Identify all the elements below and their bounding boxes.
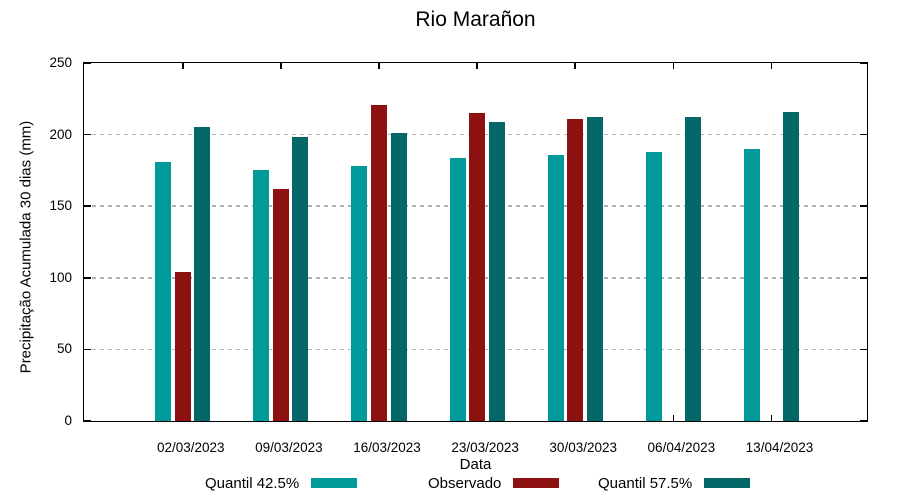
y-tick-mark bbox=[84, 62, 91, 64]
bar bbox=[272, 189, 289, 421]
bar bbox=[586, 117, 603, 421]
bar bbox=[253, 170, 270, 421]
bar bbox=[449, 157, 466, 421]
x-tick-label: 02/03/2023 bbox=[156, 440, 225, 455]
chart-title: Rio Marañon bbox=[415, 8, 536, 31]
x-tick-mark bbox=[672, 63, 675, 69]
bar bbox=[684, 117, 701, 421]
y-tick-mark bbox=[860, 348, 867, 351]
bar bbox=[351, 166, 368, 421]
legend-entry: Quantil 42.5% bbox=[205, 474, 358, 492]
legend-swatch bbox=[704, 478, 751, 488]
y-tick-mark bbox=[860, 133, 867, 136]
bar bbox=[488, 121, 505, 421]
y-tick-label: 0 bbox=[64, 413, 72, 428]
y-tick-label: 50 bbox=[56, 341, 72, 357]
bar bbox=[469, 113, 486, 421]
bar bbox=[292, 137, 309, 421]
x-tick-mark bbox=[182, 63, 184, 69]
bar bbox=[743, 148, 760, 421]
y-tick-mark bbox=[860, 420, 867, 422]
y-tick-mark bbox=[84, 348, 91, 351]
bar bbox=[370, 104, 387, 421]
bar bbox=[174, 272, 191, 421]
x-axis-title: Data bbox=[459, 456, 492, 473]
legend-entry: Observado bbox=[428, 474, 560, 492]
y-tick-label: 150 bbox=[49, 198, 72, 214]
x-tick-mark bbox=[280, 63, 282, 69]
bar bbox=[155, 161, 172, 421]
bar bbox=[645, 151, 662, 421]
bar bbox=[390, 133, 407, 421]
x-tick-mark bbox=[770, 63, 773, 69]
y-tick-mark bbox=[860, 205, 867, 207]
legend-entry: Quantil 57.5% bbox=[598, 474, 751, 492]
x-tick-label: 13/04/2023 bbox=[745, 440, 814, 455]
x-tick-mark bbox=[672, 415, 675, 421]
x-tick-label: 09/03/2023 bbox=[255, 440, 323, 455]
bar bbox=[783, 111, 800, 421]
y-axis-title: Precipitação Acumulada 30 dias (mm) bbox=[17, 120, 35, 374]
y-tick-label: 200 bbox=[49, 126, 72, 142]
legend-label: Quantil 42.5% bbox=[205, 474, 300, 492]
x-tick-label: 23/03/2023 bbox=[451, 440, 519, 455]
y-tick-mark bbox=[84, 277, 91, 279]
y-tick-mark bbox=[84, 205, 91, 207]
x-tick-mark bbox=[378, 63, 380, 69]
y-tick-mark bbox=[84, 133, 91, 136]
bar bbox=[194, 127, 211, 421]
y-tick-mark bbox=[84, 420, 91, 422]
legend-swatch bbox=[513, 478, 560, 488]
bar bbox=[547, 154, 564, 421]
legend-swatch bbox=[311, 478, 358, 488]
x-tick-label: 06/04/2023 bbox=[647, 440, 716, 455]
x-tick-mark bbox=[476, 63, 478, 69]
bar bbox=[567, 118, 584, 421]
legend-label: Quantil 57.5% bbox=[598, 474, 693, 492]
x-tick-mark bbox=[770, 415, 773, 421]
y-tick-label: 250 bbox=[49, 55, 72, 70]
y-tick-label: 100 bbox=[49, 269, 72, 285]
x-tick-label: 30/03/2023 bbox=[549, 440, 617, 455]
plot-area: 0 50 100 150 200 250 02/03/2023 09/03/2023 16/03… bbox=[49, 55, 868, 455]
x-tick-label: 16/03/2023 bbox=[353, 440, 421, 455]
x-tick-mark bbox=[574, 63, 576, 69]
y-tick-mark bbox=[860, 62, 867, 64]
y-tick-mark bbox=[860, 277, 867, 279]
legend-label: Observado bbox=[428, 474, 502, 492]
